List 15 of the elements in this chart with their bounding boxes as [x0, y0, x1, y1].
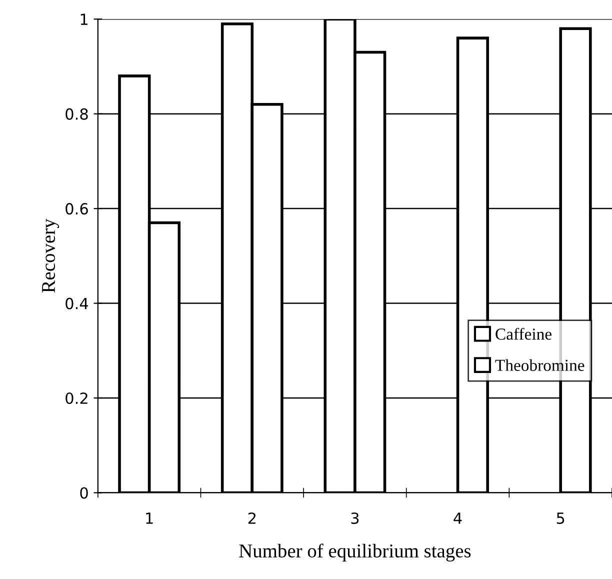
- x-tick-label: 5: [556, 512, 564, 524]
- y-axis-title: Recovery: [42, 218, 60, 293]
- x-tick-label: 2: [248, 512, 256, 524]
- legend-label: Caffeine: [496, 328, 552, 340]
- y-tick-label: 0.4: [66, 298, 88, 310]
- y-tick-label: 0: [80, 487, 88, 499]
- y-tick-label: 0.6: [66, 203, 88, 215]
- y-tick-label: 0.8: [66, 108, 88, 120]
- y-tick-label: 0.2: [66, 392, 88, 404]
- legend-label: Theobromine: [495, 359, 584, 371]
- y-tick-label: 1: [80, 14, 88, 25]
- x-axis-title: Number of equilibrium stages: [239, 544, 471, 562]
- x-tick-label: 1: [146, 512, 153, 524]
- x-tick-label: 3: [351, 512, 359, 524]
- x-tick-label: 4: [454, 512, 462, 524]
